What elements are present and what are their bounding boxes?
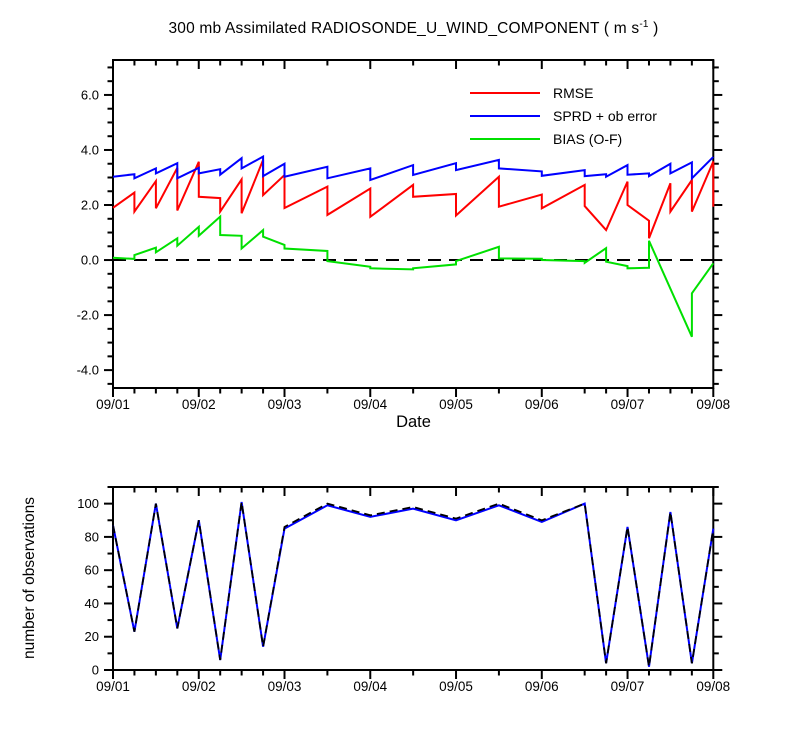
y-tick-label: -4.0 <box>77 363 99 378</box>
x-tick-label: 09/01 <box>96 679 130 694</box>
y-tick-label: 6.0 <box>81 87 99 102</box>
legend-row-bias: BIAS (O-F) <box>470 127 657 150</box>
chart-title-suffix: ) <box>648 20 659 38</box>
y-tick-label: -2.0 <box>77 308 99 323</box>
x-tick-label: 09/05 <box>439 397 473 412</box>
legend-label-sprd: SPRD + ob error <box>553 107 657 124</box>
legend: RMSE SPRD + ob error BIAS (O-F) <box>470 81 657 150</box>
x-tick-label: 09/08 <box>696 397 730 412</box>
x-tick-label: 09/03 <box>268 397 302 412</box>
y-tick-label: 2.0 <box>81 198 99 213</box>
x-tick-label: 09/08 <box>696 679 730 694</box>
chart-title-superscript: -1 <box>639 19 649 30</box>
x-axis-title: Date <box>396 413 431 431</box>
series-line-sprd-ob-error <box>112 154 715 182</box>
sprd-line-icon <box>470 114 540 117</box>
x-tick-label: 09/07 <box>611 397 645 412</box>
x-tick-label: 09/02 <box>182 679 216 694</box>
y-tick-label: 60 <box>85 563 99 578</box>
series-line-bias-o-f- <box>112 214 715 338</box>
x-tick-label: 09/04 <box>353 397 387 412</box>
series-line-total-observations <box>112 501 715 667</box>
bias-line-icon <box>470 137 540 140</box>
legend-label-bias: BIAS (O-F) <box>553 130 623 147</box>
y-tick-label: 40 <box>85 596 99 611</box>
x-tick-label: 09/04 <box>353 679 387 694</box>
chart-title-text: 300 mb Assimilated RADIOSONDE_U_WIND_COM… <box>168 20 640 38</box>
x-tick-label: 09/02 <box>182 397 216 412</box>
chart-title: 300 mb Assimilated RADIOSONDE_U_WIND_COM… <box>113 19 714 38</box>
plot-box <box>112 486 715 671</box>
y-tick-label: 0 <box>92 663 99 678</box>
x-tick-label: 09/06 <box>525 397 559 412</box>
rmse-line-icon <box>470 91 540 94</box>
x-tick-label: 09/06 <box>525 679 559 694</box>
x-tick-label: 09/05 <box>439 679 473 694</box>
x-tick-label: 09/01 <box>96 397 130 412</box>
legend-row-sprd: SPRD + ob error <box>470 104 657 127</box>
y-tick-label: 20 <box>85 629 99 644</box>
y-axis-title-observations: number of observations <box>21 497 38 659</box>
x-tick-label: 09/03 <box>268 679 302 694</box>
legend-row-rmse: RMSE <box>470 81 657 104</box>
y-tick-label: 80 <box>85 529 99 544</box>
x-tick-label: 09/07 <box>611 679 645 694</box>
y-tick-label: 100 <box>77 496 99 511</box>
legend-label-rmse: RMSE <box>553 84 594 101</box>
y-tick-label: 0.0 <box>81 253 99 268</box>
y-tick-label: 4.0 <box>81 142 99 157</box>
series-line-assimilated-observations <box>112 501 715 667</box>
